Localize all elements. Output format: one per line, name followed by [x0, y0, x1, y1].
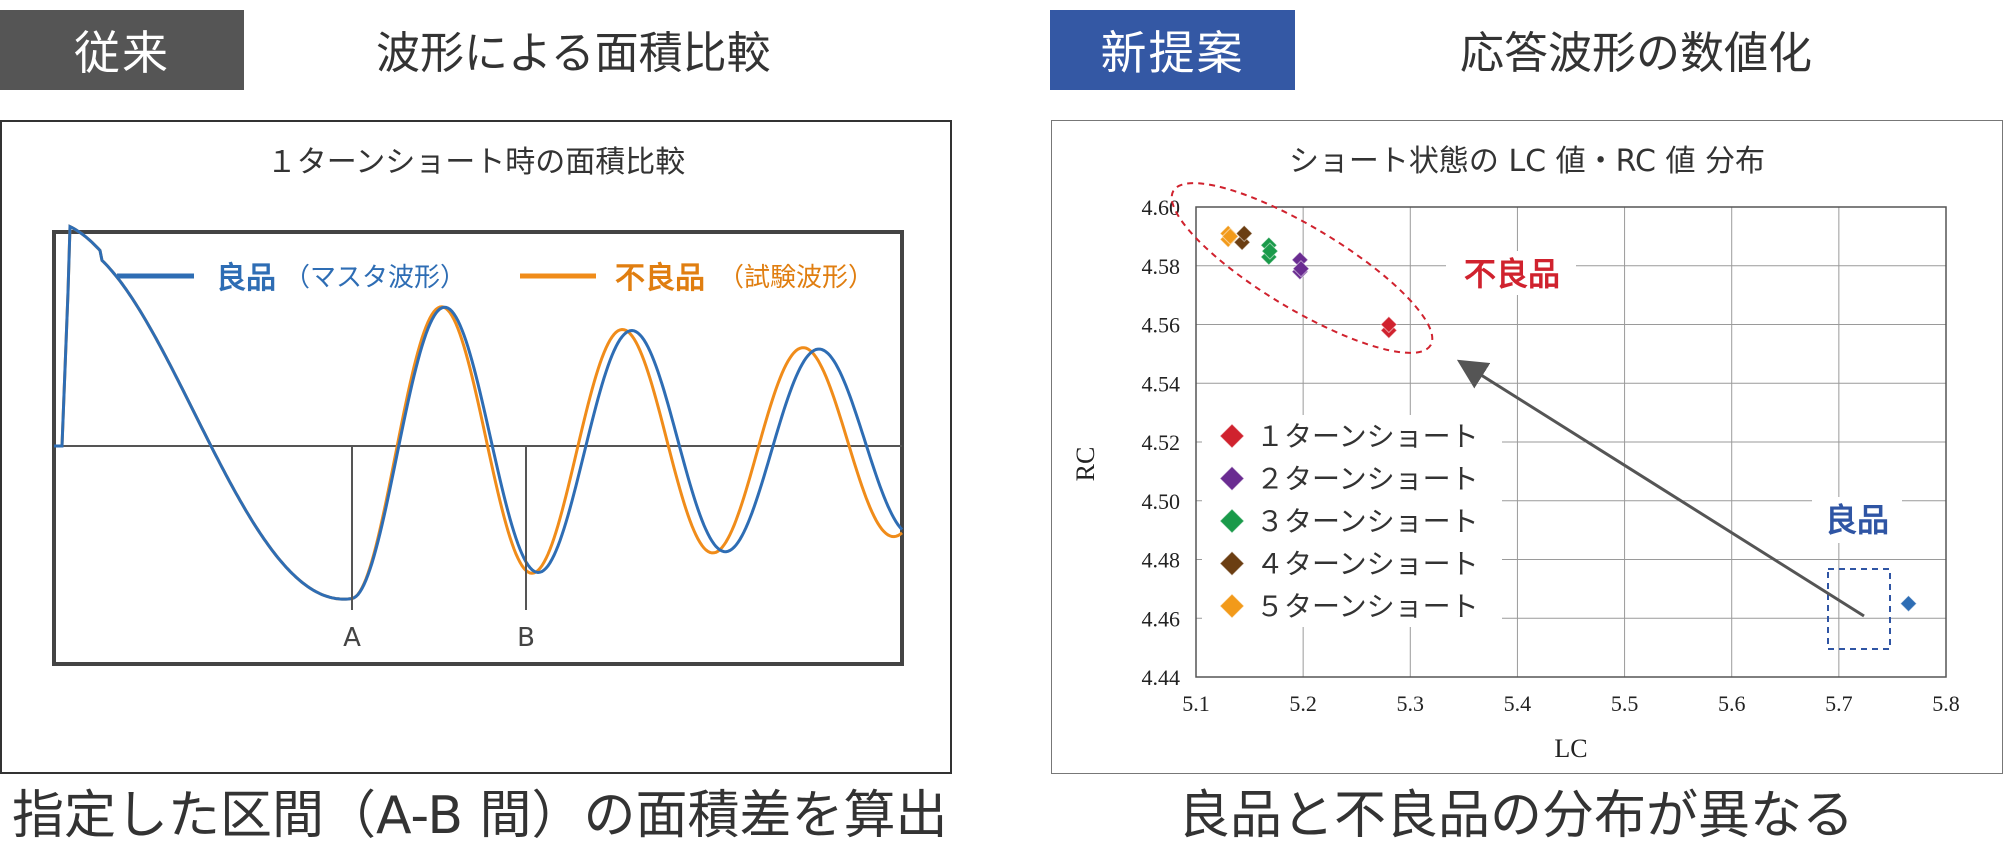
- conventional-caption: 指定した区間（A-B 間）の面積差を算出: [12, 785, 948, 846]
- legend-marker: [1219, 423, 1245, 449]
- waveform-good-line: [54, 224, 904, 601]
- scatter-points: [1219, 224, 1918, 613]
- legend-label-good: 良品: [216, 261, 276, 296]
- y-axis-label: RC: [1071, 447, 1100, 482]
- conventional-heading: 波形による面積比較: [376, 28, 771, 79]
- waveform-panel: １ターンショート時の面積比較 良品 （マスタ波形） 不良品 （試験波形） A B: [0, 120, 952, 774]
- y-tick-label: 4.60: [1142, 195, 1181, 220]
- proposal-heading: 応答波形の数値化: [1460, 28, 1812, 79]
- scatter-title: ショート状態の LC 値・RC 値 分布: [1289, 144, 1765, 179]
- y-tick-label: 4.46: [1142, 606, 1181, 631]
- legend-note-defect: （試験波形）: [718, 263, 874, 293]
- defect-annotation: 不良品: [1464, 255, 1560, 293]
- defect-cluster-ellipse: [1170, 182, 1434, 354]
- x-tick-label: 5.8: [1932, 691, 1960, 716]
- y-tick-label: 4.58: [1142, 254, 1181, 279]
- legend-marker: [1219, 593, 1245, 619]
- scatter-point: [1235, 224, 1253, 243]
- waveform-plot-frame: [52, 230, 904, 666]
- trend-arrow: [1456, 359, 1865, 618]
- x-tick-label: 5.3: [1397, 691, 1425, 716]
- y-tick-label: 4.44: [1142, 665, 1181, 690]
- y-tick-label: 4.56: [1142, 313, 1181, 338]
- y-tick-label: 4.48: [1142, 548, 1181, 573]
- x-tick-label: 5.2: [1289, 691, 1317, 716]
- scatter-plot-frame: [1195, 206, 1947, 678]
- legend-marker: [1219, 508, 1245, 534]
- proposal-caption: 良品と不良品の分布が異なる: [1178, 785, 1855, 846]
- scatter-ticks: 5.1 5.2 5.3 5.4 5.5 5.6 5.7 5.8 4.44 4.46 4.48 4.50…: [1142, 195, 1960, 716]
- x-tick-label: 5.7: [1825, 691, 1853, 716]
- legend-entry: ５ターンショート: [1256, 590, 1479, 623]
- scatter-point: [1261, 242, 1279, 260]
- scatter-panel: ショート状態の LC 値・RC 値 分布 5.1 5.2 5.3 5.4 5.5 5.6 5…: [1051, 120, 2003, 774]
- legend-marker: [1219, 465, 1245, 492]
- legend-entry: １ターンショート: [1256, 420, 1479, 453]
- legend-marker: [1219, 550, 1245, 577]
- marker-b-label: B: [517, 623, 535, 653]
- scatter-point: [1380, 315, 1398, 334]
- waveform-title: １ターンショート時の面積比較: [267, 145, 686, 180]
- x-tick-label: 5.1: [1182, 691, 1210, 716]
- scatter-chart: ショート状態の LC 値・RC 値 分布 5.1 5.2 5.3 5.4 5.5 5.6 5…: [1071, 144, 1960, 763]
- scatter-legend: １ターンショート ２ターンショート ３ターンショート ４ターンショート ５ターンショート: [1202, 415, 1502, 627]
- legend-entry: ２ターンショート: [1256, 463, 1479, 496]
- defect-annotation-bg: [1446, 251, 1576, 295]
- waveform-legend: 良品 （マスタ波形） 不良品 （試験波形）: [117, 261, 874, 296]
- legend-entry: ４ターンショート: [1256, 548, 1479, 581]
- legend-label-defect: 不良品: [615, 261, 705, 296]
- scatter-point: [1292, 259, 1310, 278]
- good-annotation: 良品: [1825, 501, 1889, 539]
- proposal-tag: 新提案: [1050, 10, 1295, 90]
- good-cluster-box: [1827, 568, 1891, 650]
- waveform-chart: １ターンショート時の面積比較 良品 （マスタ波形） 不良品 （試験波形） A B: [52, 145, 904, 666]
- good-annotation-bg: [1812, 497, 1902, 543]
- x-tick-label: 5.5: [1611, 691, 1639, 716]
- scatter-point: [1899, 594, 1918, 613]
- legend-note-good: （マスタ波形）: [284, 263, 466, 293]
- y-tick-label: 4.50: [1142, 489, 1181, 514]
- x-tick-label: 5.6: [1718, 691, 1746, 716]
- y-tick-label: 4.52: [1142, 430, 1181, 455]
- x-axis-label: LC: [1554, 734, 1587, 763]
- scatter-point: [1221, 227, 1239, 246]
- y-tick-label: 4.54: [1142, 371, 1181, 396]
- legend-entry: ３ターンショート: [1256, 505, 1479, 538]
- conventional-tag: 従来: [0, 10, 244, 90]
- marker-a-label: A: [343, 623, 361, 653]
- x-tick-label: 5.4: [1504, 691, 1532, 716]
